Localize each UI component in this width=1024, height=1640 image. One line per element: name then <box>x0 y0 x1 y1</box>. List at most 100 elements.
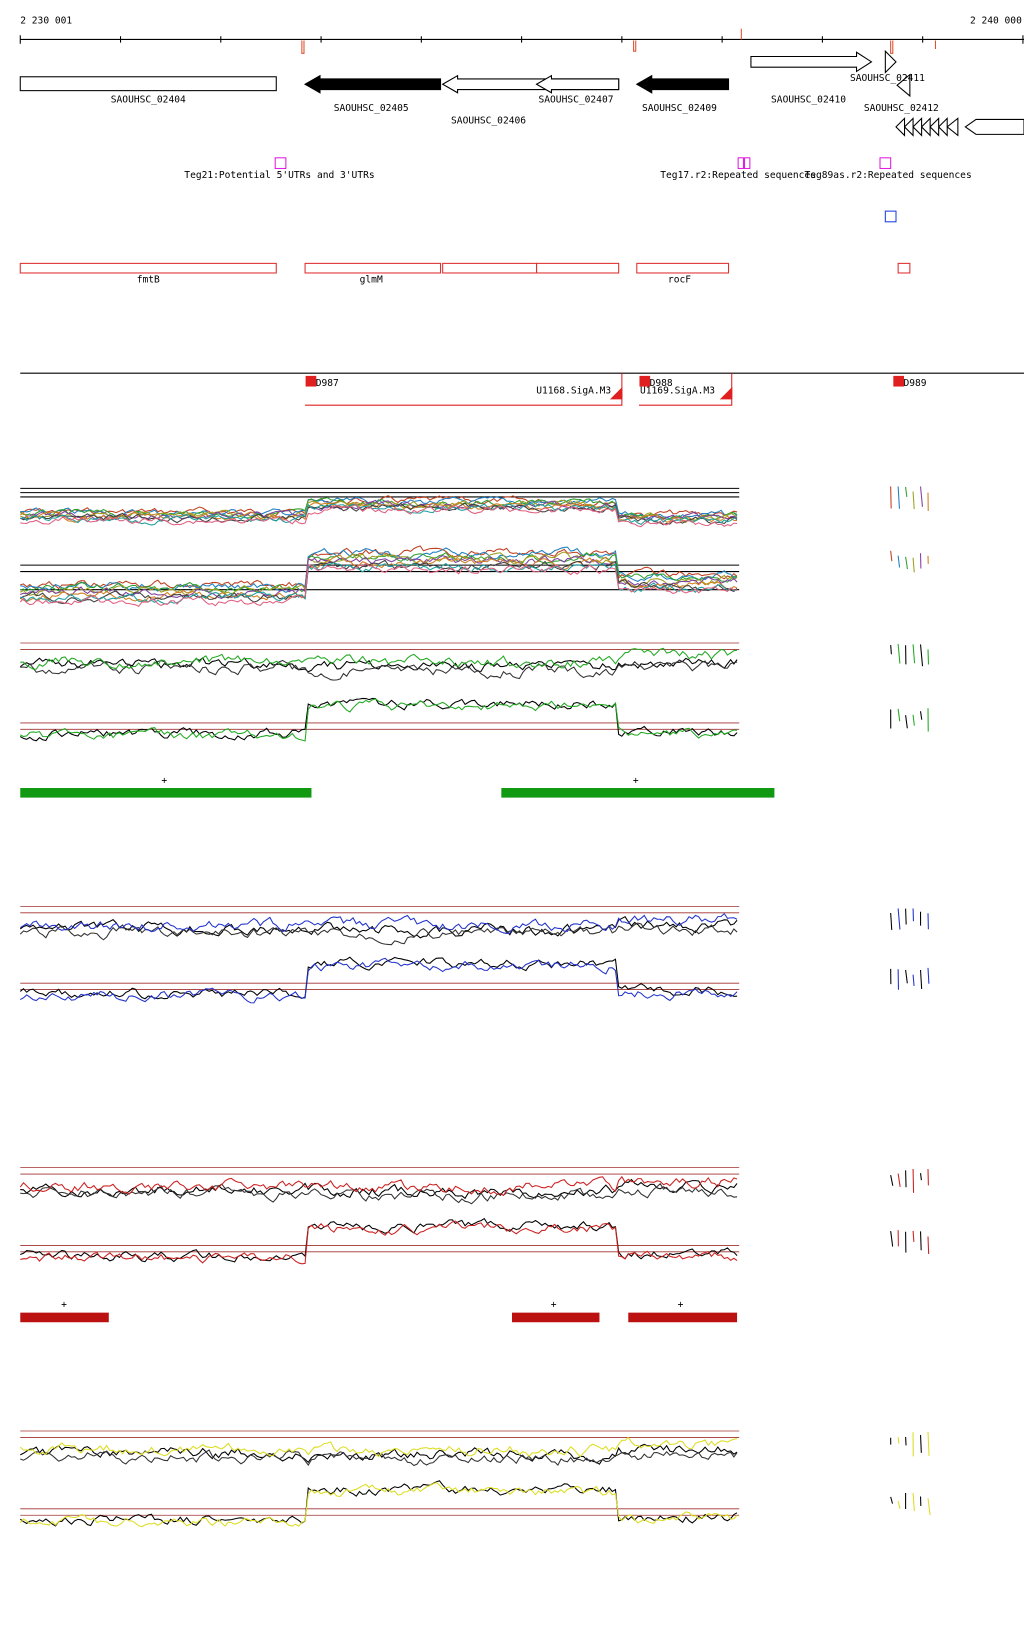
promoter-label: D987 <box>316 378 339 389</box>
trace <box>19 922 738 946</box>
trace <box>897 555 901 568</box>
trace <box>890 912 893 930</box>
strand-mark: + <box>551 1299 557 1310</box>
strand-mark: + <box>678 1299 684 1310</box>
gene-label: SAOUHSC_02406 <box>451 116 526 127</box>
trace <box>927 967 930 984</box>
operon-label: rocF <box>668 275 691 286</box>
trace <box>19 657 738 673</box>
trace <box>927 1431 930 1456</box>
trace <box>897 1173 901 1187</box>
trace <box>912 557 915 573</box>
trace <box>19 562 738 607</box>
gene-label: SAOUHSC_02404 <box>111 94 186 105</box>
trace <box>905 969 908 984</box>
trace <box>897 708 901 722</box>
trace <box>912 491 915 510</box>
trace <box>890 1496 894 1504</box>
feature-boxes <box>274 157 897 223</box>
gene-label: SAOUHSC_02412 <box>864 103 939 114</box>
trace <box>19 916 738 939</box>
transcript-label: U1169.SigA.M3 <box>640 385 715 396</box>
operon-label: glmM <box>360 275 383 286</box>
trace <box>19 1175 738 1197</box>
strand-mark: + <box>161 776 167 787</box>
trace <box>890 645 892 655</box>
trace <box>920 486 923 507</box>
ruler-end: 2 240 000 <box>970 15 1022 26</box>
signal-traces <box>19 486 931 1528</box>
trace <box>20 1217 738 1263</box>
strand-mark: + <box>61 1299 67 1310</box>
trace <box>20 502 738 526</box>
trace <box>927 1498 931 1516</box>
gene-label: SAOUHSC_02407 <box>539 94 614 105</box>
trace <box>912 644 916 664</box>
trace <box>890 1175 894 1186</box>
trace <box>19 956 738 1000</box>
trace <box>927 1236 930 1254</box>
genes <box>19 49 1024 137</box>
trace <box>20 546 738 593</box>
trace <box>20 957 738 1004</box>
trace <box>905 486 908 498</box>
trace <box>920 1173 922 1181</box>
operon-label: fmtB <box>137 275 160 286</box>
feature-label: Teg21:Potential 5'UTRs and 3'UTRs <box>184 170 374 181</box>
trace <box>897 1500 901 1509</box>
trace <box>19 1482 738 1528</box>
trace <box>905 556 908 570</box>
trace <box>20 1443 738 1465</box>
trace <box>912 714 915 726</box>
trace <box>890 486 892 509</box>
gene-label: SAOUHSC_02410 <box>771 94 846 105</box>
trace <box>20 659 738 681</box>
trace <box>890 550 893 562</box>
trace <box>20 1449 738 1467</box>
trace <box>920 1231 922 1251</box>
trace <box>20 647 738 670</box>
operons <box>19 262 911 274</box>
trace <box>920 1435 922 1453</box>
trace <box>20 503 738 528</box>
gene-label: SAOUHSC_02409 <box>642 103 717 114</box>
gene-label: SAOUHSC_02405 <box>334 103 409 114</box>
strand-mark: + <box>633 776 639 787</box>
trace <box>897 1437 900 1444</box>
trace <box>20 551 738 593</box>
trace <box>19 912 738 934</box>
segment-bars <box>20 788 775 1323</box>
trace <box>927 649 930 665</box>
trace <box>19 697 738 742</box>
trace <box>897 908 901 930</box>
trace <box>19 1480 738 1527</box>
promoters <box>305 373 904 406</box>
trace <box>20 1220 738 1265</box>
trace <box>920 969 923 990</box>
trace <box>920 644 924 667</box>
trace <box>890 1230 894 1247</box>
trace <box>912 974 915 987</box>
transcript-label: U1168.SigA.M3 <box>536 385 611 396</box>
trace <box>20 698 738 742</box>
trace <box>19 1436 738 1458</box>
trace <box>19 559 738 604</box>
trace <box>905 908 907 925</box>
feature-label: Teg17.r2:Repeated sequences <box>660 170 816 181</box>
trace <box>905 715 908 729</box>
trace <box>897 486 900 509</box>
promoter-label: D989 <box>903 378 926 389</box>
ruler <box>19 28 1024 54</box>
trace <box>920 711 923 720</box>
trace <box>20 1182 738 1205</box>
gene-label: SAOUHSC_02411 <box>850 73 925 84</box>
trace <box>912 1493 915 1512</box>
trace <box>20 1178 738 1200</box>
ruler-start: 2 230 001 <box>20 15 72 26</box>
feature-label: Teg89as.r2:Repeated sequences <box>804 170 971 181</box>
trace <box>912 1230 915 1242</box>
trace <box>897 643 901 664</box>
promoter-label: D988 <box>650 378 673 389</box>
